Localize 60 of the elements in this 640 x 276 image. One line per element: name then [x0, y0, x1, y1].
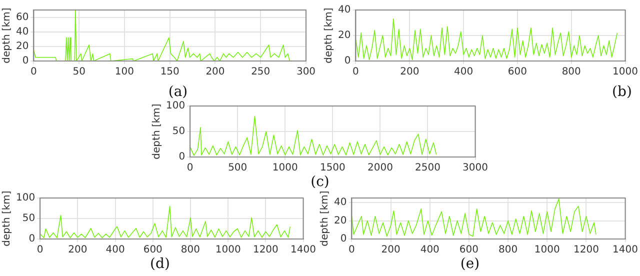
- x-tick-label: 600: [508, 66, 527, 78]
- x-tick-label: 400: [454, 66, 474, 78]
- text: (a): [167, 84, 189, 100]
- x-tick-label: 800: [498, 244, 518, 256]
- y-axis-title: depth [km]: [320, 190, 331, 246]
- x-tick-label: 50: [72, 66, 86, 78]
- x-tick-label: 200: [381, 244, 400, 256]
- y-tick-label: 100: [16, 192, 36, 204]
- x-tick-label: 0: [352, 66, 359, 78]
- x-tick-label: 150: [160, 66, 180, 78]
- y-tick-label: 40: [334, 197, 347, 208]
- x-tick-label: 800: [562, 66, 581, 78]
- x-tick-label: 400: [420, 244, 440, 256]
- text: (d): [149, 256, 171, 272]
- x-tick-label: 1200: [252, 244, 278, 256]
- text: (e): [459, 256, 481, 272]
- x-tick-label: 1000: [215, 244, 241, 256]
- y-tick-label: 20: [338, 30, 351, 42]
- x-tick-label: 300: [296, 66, 316, 78]
- x-tick-label: 1400: [290, 244, 316, 256]
- y-tick-label: 0: [340, 234, 347, 245]
- x-tick-label: 100: [114, 66, 134, 78]
- y-tick-label: 0: [344, 56, 351, 67]
- x-tick-label: 800: [180, 244, 200, 256]
- x-tick-label: 200: [206, 66, 225, 78]
- text: (c): [310, 174, 330, 190]
- x-tick-label: 200: [400, 66, 420, 78]
- text: (b): [611, 84, 633, 100]
- y-tick-label: 40: [16, 26, 29, 38]
- x-tick-label: 400: [106, 244, 125, 256]
- y-axis-title: depth [km]: [324, 8, 335, 64]
- x-tick-label: 1000: [272, 162, 298, 174]
- x-tick-label: 1000: [534, 244, 560, 256]
- y-axis-title: depth [km]: [2, 190, 13, 246]
- y-tick-label: 50: [22, 213, 36, 224]
- y-tick-label: 40: [338, 4, 351, 16]
- y-axis-title: depth [km]: [2, 8, 13, 64]
- y-axis-title: depth [km]: [152, 104, 163, 160]
- x-tick-label: 2000: [367, 162, 393, 174]
- y-tick-label: 0: [178, 152, 186, 163]
- x-tick-label: 1200: [573, 244, 599, 256]
- x-tick-label: 3000: [462, 162, 488, 174]
- x-tick-label: 600: [459, 244, 479, 256]
- x-tick-label: 2500: [415, 162, 440, 174]
- y-tick-label: 20: [16, 41, 29, 52]
- x-tick-label: 1000: [612, 66, 638, 78]
- x-tick-label: 500: [228, 162, 248, 174]
- y-tick-label: 100: [166, 100, 186, 112]
- x-tick-label: 0: [186, 162, 194, 174]
- x-tick-label: 0: [36, 244, 44, 256]
- y-tick-label: 60: [16, 12, 29, 23]
- x-tick-label: 250: [251, 66, 270, 78]
- x-tick-label: 200: [68, 244, 88, 256]
- y-tick-label: 0: [22, 56, 29, 67]
- y-tick-label: 20: [334, 215, 347, 226]
- y-tick-label: 0: [28, 234, 36, 245]
- y-tick-label: 50: [172, 126, 186, 138]
- x-tick-label: 600: [143, 244, 162, 256]
- x-tick-label: 1400: [612, 244, 638, 256]
- x-tick-label: 1500: [320, 162, 346, 174]
